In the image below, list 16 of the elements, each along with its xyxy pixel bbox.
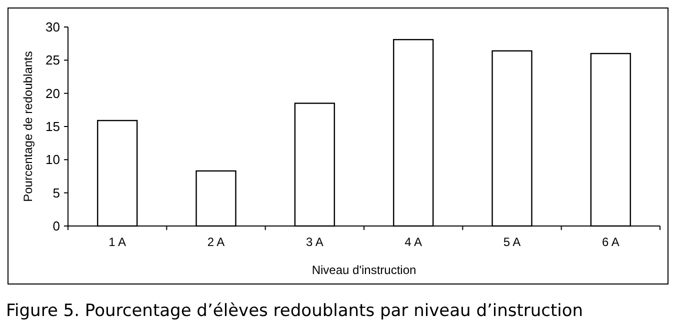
y-tick-label: 5 [52, 185, 60, 200]
x-tick-label: 5 A [503, 235, 521, 249]
y-tick-label: 0 [52, 218, 60, 234]
x-axis-title: Niveau d'instruction [312, 263, 416, 277]
text: Figure 5. Pourcentage d’élèves redoublants par niveau d’instruction [6, 301, 584, 321]
x-tick-label: 1 A [108, 235, 126, 249]
x-tick-label: 2 A [207, 235, 225, 249]
x-tick-label: 4 A [404, 235, 422, 249]
y-tick-label: 10 [46, 152, 60, 168]
x-tick-label: 6 A [602, 235, 620, 249]
x-tick-label: 3 A [306, 235, 324, 249]
y-tick-label: 30 [46, 20, 60, 35]
y-tick-label: 20 [46, 86, 60, 101]
y-tick-label: 25 [46, 52, 60, 68]
y-axis-title: Pourcentage de redoublants [21, 51, 35, 202]
y-tick-label: 15 [46, 119, 60, 134]
